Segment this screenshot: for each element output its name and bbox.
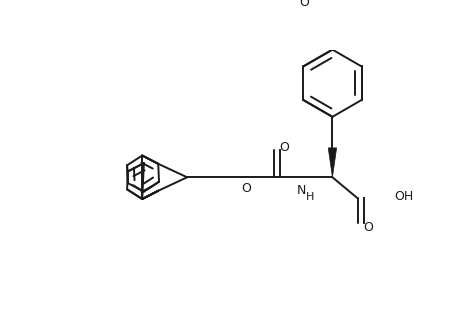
Text: O: O bbox=[279, 141, 289, 154]
Text: H: H bbox=[306, 192, 314, 202]
Text: O: O bbox=[241, 182, 251, 195]
Text: N: N bbox=[297, 184, 306, 197]
Text: O: O bbox=[299, 0, 309, 9]
Text: O: O bbox=[363, 221, 373, 234]
Polygon shape bbox=[328, 148, 337, 177]
Text: OH: OH bbox=[395, 190, 414, 203]
